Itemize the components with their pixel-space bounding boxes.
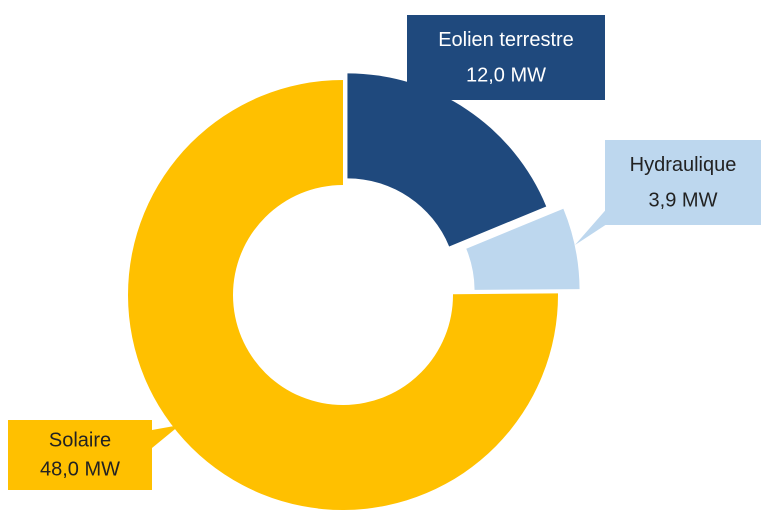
label-pointer bbox=[152, 425, 180, 448]
value-label: 48,0 MW bbox=[40, 459, 120, 481]
label-box bbox=[605, 140, 761, 225]
value-label: 3,9 MW bbox=[649, 189, 718, 211]
label-pointer bbox=[575, 205, 610, 245]
label-box bbox=[407, 15, 605, 100]
donut-segment bbox=[466, 208, 580, 290]
donut-segment bbox=[347, 73, 547, 247]
value-label: 12,0 MW bbox=[466, 64, 546, 86]
category-label: Eolien terrestre bbox=[438, 29, 574, 51]
category-label: Solaire bbox=[49, 429, 111, 451]
donut-segment bbox=[128, 80, 559, 510]
label-box bbox=[8, 420, 152, 490]
category-label: Hydraulique bbox=[630, 154, 737, 176]
